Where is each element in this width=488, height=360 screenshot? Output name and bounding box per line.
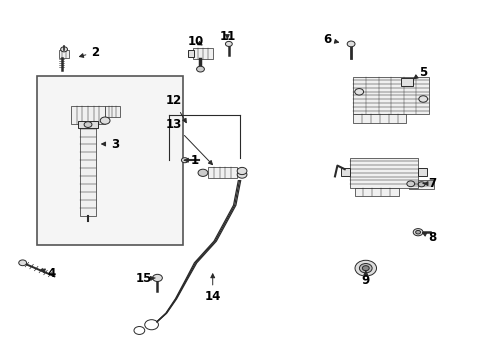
Text: 11: 11	[219, 30, 235, 42]
Text: 4: 4	[41, 267, 55, 280]
Bar	[80, 121, 96, 216]
Circle shape	[198, 169, 207, 176]
Circle shape	[346, 41, 354, 47]
Circle shape	[84, 122, 92, 127]
Circle shape	[152, 274, 162, 282]
Text: 3: 3	[102, 138, 119, 150]
Circle shape	[19, 260, 26, 266]
Circle shape	[237, 167, 246, 175]
Circle shape	[415, 230, 420, 234]
Circle shape	[354, 260, 376, 276]
Bar	[349, 158, 417, 188]
Bar	[340, 168, 349, 176]
Bar	[408, 180, 433, 189]
Circle shape	[100, 117, 110, 124]
Bar	[78, 121, 98, 128]
Text: 14: 14	[204, 274, 221, 303]
Circle shape	[359, 264, 371, 273]
Text: 15: 15	[136, 273, 155, 285]
Text: 2: 2	[80, 46, 99, 59]
Text: 13: 13	[165, 118, 212, 165]
Circle shape	[61, 47, 67, 52]
Circle shape	[237, 171, 246, 178]
Text: 6: 6	[323, 33, 338, 46]
Text: 12: 12	[165, 94, 186, 123]
Circle shape	[354, 89, 363, 95]
Circle shape	[362, 266, 368, 271]
Circle shape	[196, 66, 204, 72]
Bar	[105, 106, 120, 117]
Bar	[193, 48, 212, 59]
Bar	[354, 188, 398, 196]
Bar	[417, 168, 426, 176]
Text: 8: 8	[422, 231, 436, 244]
Bar	[352, 77, 428, 114]
Text: 1: 1	[184, 154, 198, 167]
Circle shape	[418, 96, 427, 102]
Circle shape	[406, 181, 414, 186]
Circle shape	[181, 158, 188, 163]
Text: 9: 9	[361, 271, 369, 287]
Bar	[71, 106, 105, 124]
Bar	[188, 50, 194, 57]
Text: 10: 10	[187, 35, 203, 48]
Bar	[207, 167, 237, 178]
Text: 5: 5	[413, 66, 426, 79]
Circle shape	[412, 229, 422, 236]
Text: 7: 7	[422, 177, 436, 190]
Bar	[400, 77, 412, 85]
Bar	[352, 114, 406, 123]
Circle shape	[225, 41, 232, 46]
Bar	[37, 76, 183, 245]
Bar	[59, 50, 69, 58]
